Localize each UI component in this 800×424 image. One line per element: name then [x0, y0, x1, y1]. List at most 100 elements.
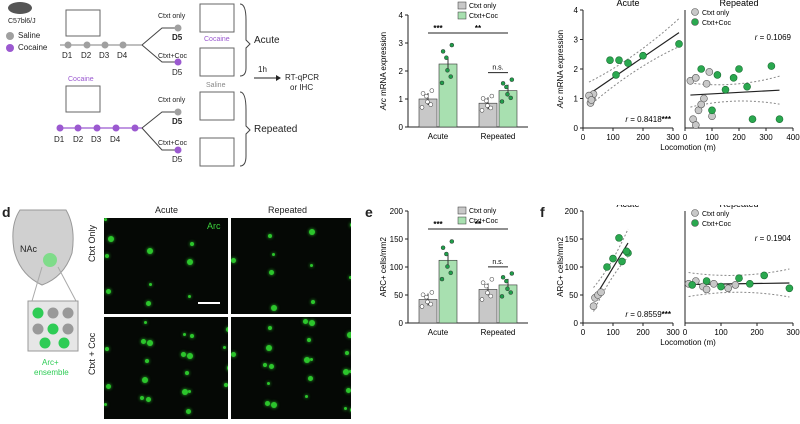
arc-positive-cell — [105, 346, 110, 351]
y-tick-label: 2 — [399, 67, 404, 76]
arc-positive-cell — [348, 275, 351, 279]
y-axis-label: ARC+ cells/mm2 — [379, 237, 388, 297]
data-point — [428, 301, 433, 307]
data-point — [448, 270, 453, 276]
arc-positive-cell — [309, 228, 315, 235]
data-point — [500, 275, 506, 280]
data-point — [509, 271, 515, 276]
legend-label: Ctxt+Coc — [469, 218, 498, 225]
arc-positive-cell — [268, 234, 273, 239]
regression-line — [588, 32, 680, 95]
arc-positive-cell — [105, 253, 110, 258]
micrograph-acute-ctxt-only — [104, 218, 228, 314]
arc-positive-cell — [107, 236, 114, 243]
arc-positive-cell — [184, 371, 189, 376]
scatter-point — [692, 121, 700, 129]
scatter-point — [639, 51, 647, 60]
arc-positive-cell — [345, 350, 349, 355]
y-axis-label: Arc mRNA expression — [556, 30, 565, 109]
legend-swatch — [457, 216, 467, 225]
data-point — [509, 77, 515, 82]
y-axis-label: Arc mRNA expression — [379, 32, 388, 111]
panel-f-chart: 0 50 100 150 200 0 100 200 300 Acute r = 0.8559***… — [556, 199, 800, 347]
arc-positive-cell — [225, 327, 228, 333]
data-point — [480, 280, 486, 285]
day-label-3: D3 — [99, 51, 110, 60]
category-label: Repeated — [481, 328, 516, 337]
data-point — [488, 105, 493, 111]
arc-positive-cell — [144, 358, 149, 363]
arc-positive-cell — [269, 269, 275, 275]
y-axis-label-rest: mRNA expression — [379, 32, 388, 98]
scatter-point — [618, 257, 626, 266]
chart-title: Repeated — [719, 0, 758, 8]
x-tick-label: 200 — [750, 328, 764, 337]
timing-label: 1h — [258, 65, 267, 74]
r-value: = 0.1069 — [760, 33, 792, 42]
data-point — [505, 286, 510, 291]
scatter-point — [735, 274, 743, 282]
scatter-point — [702, 277, 711, 285]
x-tick-label: 300 — [666, 133, 680, 142]
data-point — [424, 294, 429, 300]
arc-positive-cell — [188, 390, 192, 394]
r-value: = 0.8418 — [630, 115, 662, 124]
data-point — [479, 297, 485, 302]
scatter-point — [721, 85, 730, 94]
arc-positive-cell — [231, 351, 236, 357]
scatter-point — [735, 65, 743, 73]
arc-positive-cell — [188, 294, 192, 298]
arc-positive-cell — [263, 362, 268, 367]
arc-positive-cell — [187, 352, 194, 359]
x-tick-label: 0 — [683, 328, 688, 337]
chart-title: Acute — [616, 205, 639, 209]
x-tick-label: 300 — [786, 328, 800, 337]
arc-positive-cell — [305, 394, 309, 398]
scatter-point — [702, 79, 711, 88]
data-point — [420, 292, 426, 298]
legend-marker — [691, 209, 699, 217]
arc-positive-cell — [224, 383, 228, 388]
arc-positive-cell — [349, 222, 351, 227]
x-tick-label: 100 — [705, 133, 719, 142]
day-label-2: D2 — [81, 51, 92, 60]
branch-bottom-day: D5 — [172, 68, 183, 77]
day-label-r3: D3 — [91, 135, 102, 144]
cocaine-legend-dot — [6, 44, 14, 52]
scatter-point — [615, 234, 623, 242]
data-point — [429, 290, 435, 295]
data-point — [419, 304, 425, 309]
scatter-point — [606, 56, 614, 64]
data-point — [489, 93, 495, 99]
scatter-point — [713, 71, 722, 79]
x-tick-label: 400 — [786, 133, 800, 142]
arc-positive-cell — [226, 364, 228, 371]
y-tick-label: 50 — [394, 291, 403, 300]
x-tick-label: 100 — [606, 328, 620, 337]
x-axis-label: Locomotion (m) — [660, 338, 716, 347]
y-tick-label: 150 — [390, 235, 404, 244]
nac-region — [43, 253, 57, 267]
x-tick-label: 100 — [606, 133, 620, 142]
data-point — [484, 283, 489, 289]
r-symbol: r — [625, 115, 630, 124]
branch-bottom-label-r: Ctxt+Coc — [158, 140, 187, 147]
confidence-band — [688, 291, 790, 298]
arc-positive-cell — [303, 319, 308, 325]
data-point — [504, 84, 509, 90]
chart-title: Repeated — [719, 205, 758, 209]
nac-label: NAc — [20, 244, 38, 254]
scatter-point — [624, 59, 632, 67]
chart-title: Acute — [616, 0, 639, 8]
arc-positive-cell — [148, 283, 152, 287]
legend-label: Ctxt only — [469, 208, 497, 215]
y-tick-label: 0 — [574, 319, 579, 328]
micrograph-acute-ctxt-coc — [104, 317, 228, 419]
panel-letter-f: f — [540, 204, 545, 220]
arc-positive-cell — [146, 300, 152, 306]
y-tick-label: 150 — [565, 235, 579, 244]
data-point — [499, 99, 505, 104]
arc-positive-cell — [270, 305, 277, 312]
scatter-point — [705, 68, 714, 76]
day-label-r1: D1 — [54, 135, 65, 144]
